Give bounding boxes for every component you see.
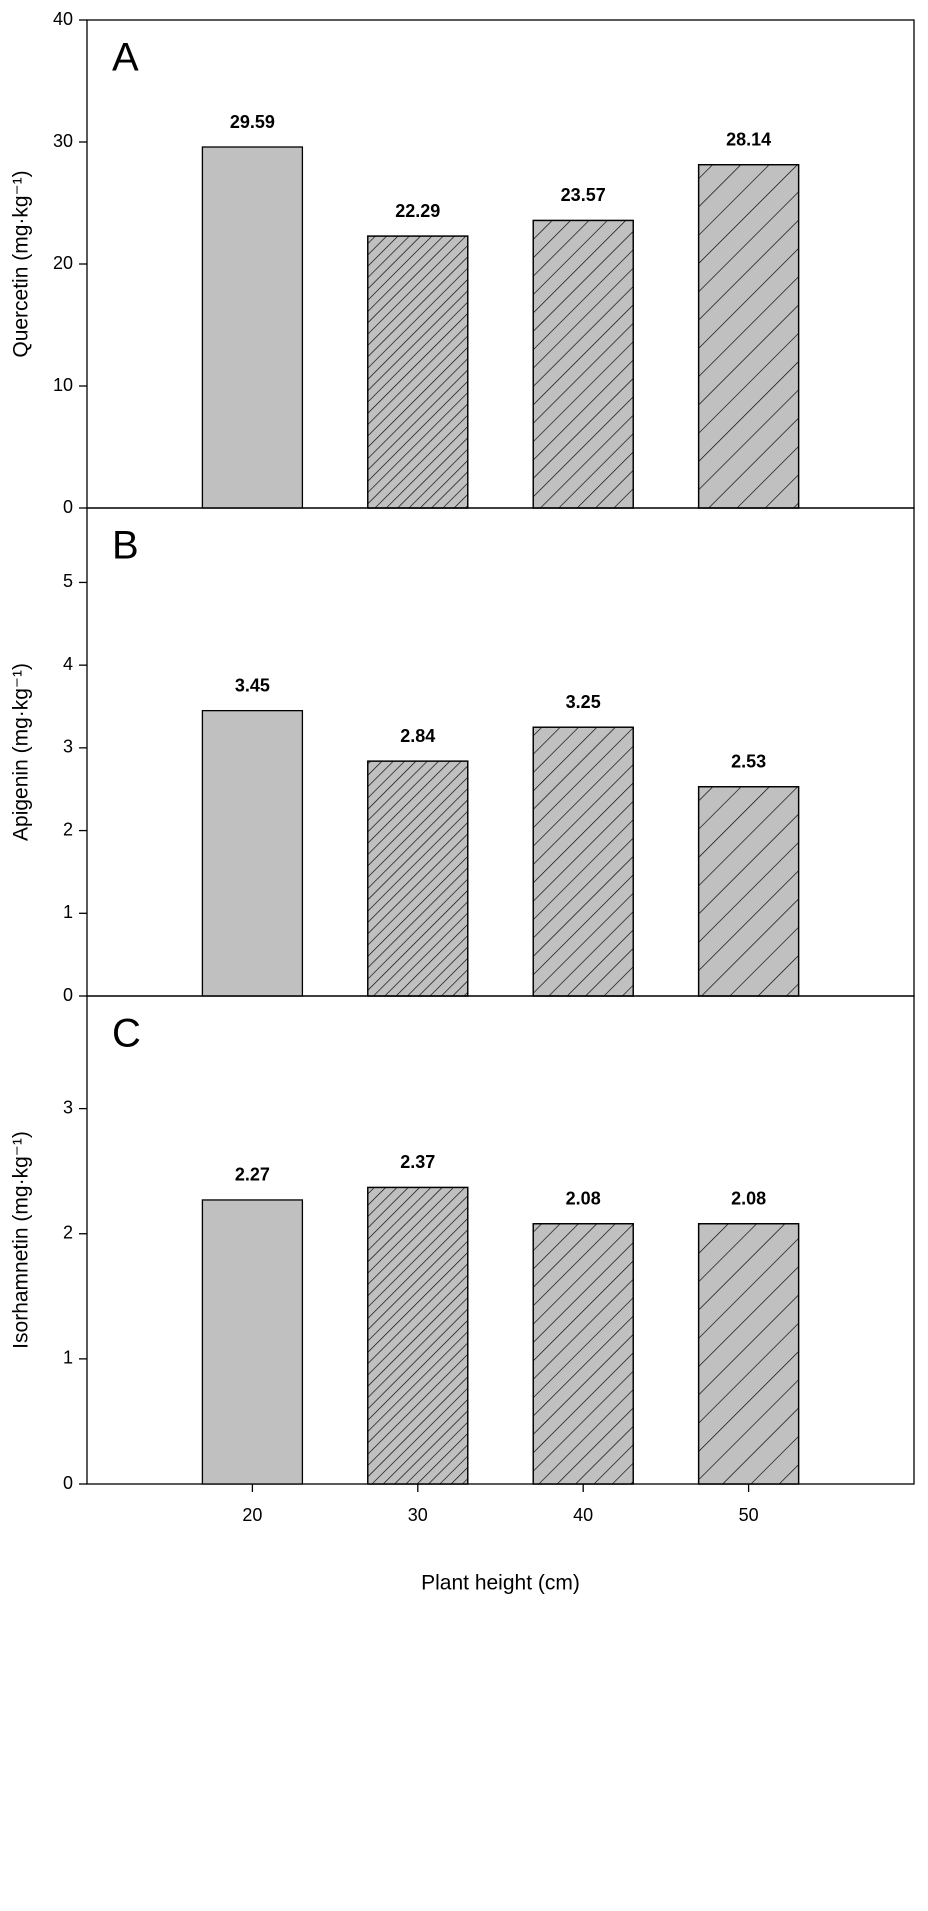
value-label: 3.45 bbox=[235, 675, 270, 695]
y-tick-label: 1 bbox=[63, 902, 73, 922]
y-tick-label: 5 bbox=[63, 571, 73, 591]
y-tick-label: 0 bbox=[63, 1473, 73, 1493]
value-label: 22.29 bbox=[395, 201, 440, 221]
y-tick-label: 1 bbox=[63, 1348, 73, 1368]
y-tick-label: 3 bbox=[63, 1097, 73, 1117]
y-tick-label: 40 bbox=[53, 9, 73, 29]
y-tick-label: 20 bbox=[53, 253, 73, 273]
value-label: 3.25 bbox=[566, 692, 601, 712]
bar bbox=[201, 1199, 304, 1485]
value-label: 2.27 bbox=[235, 1165, 270, 1185]
bar bbox=[201, 146, 304, 509]
plot-frame bbox=[86, 995, 915, 1485]
bar-hatch bbox=[532, 1223, 634, 1485]
panel-label: A bbox=[112, 36, 139, 80]
value-label: 29.59 bbox=[230, 112, 275, 132]
value-label: 2.08 bbox=[566, 1188, 601, 1208]
bar bbox=[201, 709, 304, 997]
bar-hatch bbox=[697, 1223, 800, 1485]
bar-hatch bbox=[367, 760, 469, 997]
y-axis-label: Apigenin (mg·kg⁻¹) bbox=[10, 663, 33, 841]
bar-hatch bbox=[532, 726, 634, 997]
panel-label: C bbox=[112, 1012, 141, 1056]
value-label: 2.53 bbox=[731, 751, 766, 771]
y-tick-label: 0 bbox=[63, 497, 73, 517]
bar-hatch bbox=[367, 235, 469, 509]
value-label: 2.08 bbox=[731, 1188, 766, 1208]
y-tick-label: 2 bbox=[63, 1222, 73, 1242]
y-tick-label: 0 bbox=[63, 985, 73, 1005]
x-tick-label: 50 bbox=[739, 1505, 759, 1525]
x-tick-label: 30 bbox=[408, 1505, 428, 1525]
bar-hatch bbox=[532, 219, 634, 509]
value-label: 2.84 bbox=[400, 726, 435, 746]
y-tick-label: 3 bbox=[63, 737, 73, 757]
y-tick-label: 30 bbox=[53, 131, 73, 151]
value-label: 28.14 bbox=[726, 129, 771, 149]
value-label: 2.37 bbox=[400, 1152, 435, 1172]
panel-label: B bbox=[112, 524, 139, 568]
y-tick-label: 2 bbox=[63, 819, 73, 839]
bar-hatch bbox=[697, 164, 800, 509]
x-axis-label: Plant height (cm) bbox=[421, 1572, 580, 1595]
y-tick-label: 4 bbox=[63, 654, 73, 674]
value-label: 23.57 bbox=[561, 185, 606, 205]
y-tick-label: 10 bbox=[53, 375, 73, 395]
x-tick-label: 40 bbox=[573, 1505, 593, 1525]
bar-hatch bbox=[697, 786, 800, 997]
x-tick-label: 20 bbox=[242, 1505, 262, 1525]
bar-hatch bbox=[367, 1186, 469, 1485]
y-axis-label: Isorhamnetin (mg·kg⁻¹) bbox=[10, 1131, 33, 1349]
y-axis-label: Quercetin (mg·kg⁻¹) bbox=[10, 170, 33, 357]
